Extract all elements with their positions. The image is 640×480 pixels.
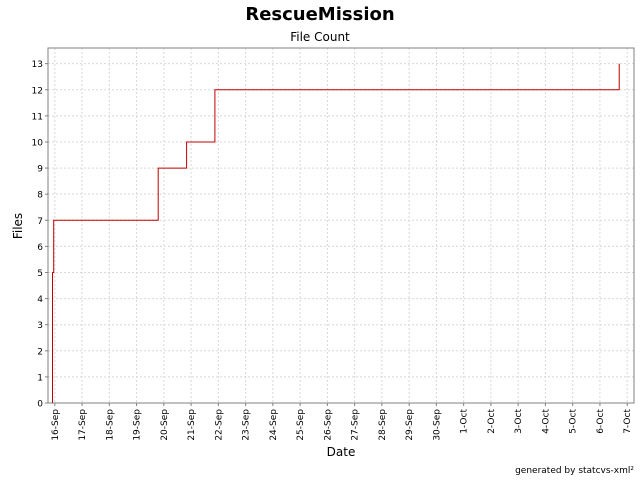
chart-title: RescueMission — [245, 4, 395, 25]
x-tick-label: 3-Oct — [514, 409, 524, 434]
x-tick-label: 26-Sep — [323, 409, 333, 441]
y-tick-label: 6 — [37, 243, 43, 253]
chart-subtitle: File Count — [290, 30, 350, 44]
y-tick-label: 0 — [37, 400, 43, 410]
y-tick-label: 7 — [37, 217, 43, 227]
x-tick-label: 17-Sep — [78, 409, 88, 441]
x-axis-label: Date — [327, 445, 356, 459]
generator-credit: generated by statcvs-xml² — [515, 466, 634, 476]
grid-lines — [48, 48, 634, 404]
x-tick-label: 16-Sep — [51, 409, 61, 441]
y-tick-label: 4 — [37, 295, 43, 305]
x-tick-label: 28-Sep — [378, 409, 388, 441]
y-tick-label: 1 — [37, 373, 43, 383]
x-tick-label: 5-Oct — [569, 409, 579, 434]
y-tick-label: 9 — [37, 165, 43, 175]
y-tick-label: 12 — [32, 86, 43, 96]
y-tick-label: 2 — [37, 347, 43, 357]
x-tick-label: 7-Oct — [623, 409, 633, 434]
y-tick-label: 3 — [37, 321, 43, 331]
x-tick-label: 24-Sep — [269, 409, 279, 441]
x-tick-label: 25-Sep — [296, 409, 306, 441]
y-tick-label: 5 — [37, 269, 43, 279]
y-tick-label: 13 — [32, 60, 43, 70]
y-tick-label: 8 — [37, 191, 43, 201]
x-tick-label: 21-Sep — [187, 409, 197, 441]
x-tick-label: 18-Sep — [105, 409, 115, 441]
x-tick-label: 22-Sep — [214, 409, 224, 441]
x-tick-label: 29-Sep — [405, 409, 415, 441]
x-tick-label: 23-Sep — [242, 409, 252, 441]
x-tick-label: 4-Oct — [541, 409, 551, 434]
x-tick-label: 1-Oct — [460, 409, 470, 434]
x-tick-label: 6-Oct — [596, 409, 606, 434]
x-tick-label: 30-Sep — [432, 409, 442, 441]
x-axis-ticks: 16-Sep 17-Sep 18-Sep 19-Sep 20-Sep 21-Sep 22-S… — [51, 403, 633, 441]
plot-area-border — [47, 47, 635, 404]
y-axis-label: Files — [11, 213, 25, 239]
y-tick-label: 10 — [32, 138, 44, 148]
x-tick-label: 19-Sep — [133, 409, 143, 441]
file-count-line — [52, 63, 620, 403]
x-tick-label: 20-Sep — [160, 409, 170, 441]
x-tick-label: 27-Sep — [351, 409, 361, 441]
x-tick-label: 2-Oct — [487, 409, 497, 434]
y-tick-label: 11 — [32, 112, 43, 122]
